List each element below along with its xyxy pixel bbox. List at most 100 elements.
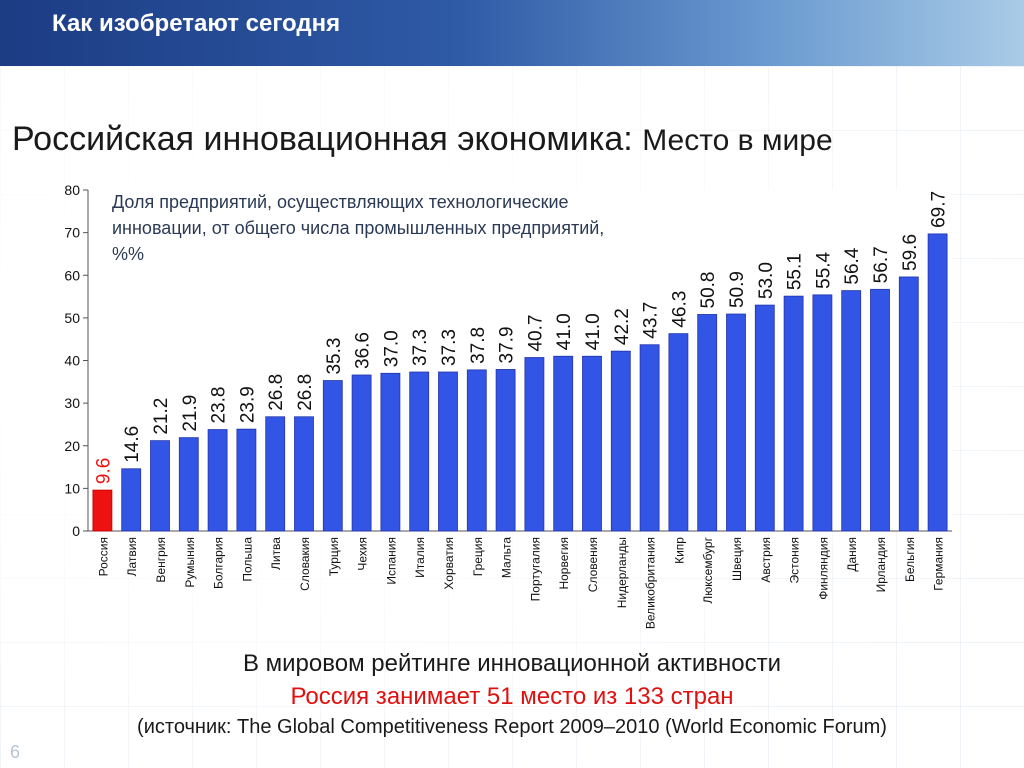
bar-value-label: 41.0 [554, 313, 575, 350]
bar [754, 304, 775, 532]
category-label: Кипр [672, 537, 686, 564]
footer-line-1: В мировом рейтинге инновационной активно… [242, 650, 782, 677]
category-label: Люксембург [701, 536, 715, 603]
bar-value-label: 43.7 [641, 302, 662, 339]
bar [207, 429, 228, 532]
bar [409, 371, 430, 532]
slide-number: 6 [10, 742, 21, 762]
bar [351, 374, 372, 532]
category-label: Словакия [298, 537, 312, 591]
category-label: Финляндия [816, 537, 830, 600]
bar-value-label: 55.4 [813, 251, 834, 288]
y-tick-label: 60 [64, 267, 80, 283]
category-label: Болгария [212, 537, 226, 589]
bar [639, 344, 660, 532]
bar [92, 489, 113, 532]
bar [697, 314, 718, 532]
footer-line-2: Россия занимает 51 место из 133 стран [290, 683, 734, 710]
category-label: Словения [586, 537, 600, 592]
bar [927, 233, 948, 532]
bar [178, 437, 199, 532]
bar-value-label: 9.6 [93, 458, 114, 484]
category-label: Бельгия [903, 537, 917, 582]
bar-value-label: 40.7 [525, 315, 546, 352]
category-label: Швеция [730, 537, 744, 581]
bar [553, 355, 574, 532]
category-label: Греция [471, 537, 485, 576]
category-label: Эстония [788, 537, 802, 584]
bar [898, 276, 919, 532]
bar-value-label: 35.3 [324, 338, 345, 375]
bar-value-label: 37.9 [497, 326, 518, 363]
bar [380, 372, 401, 532]
category-label: Чехия [356, 537, 370, 571]
category-label: Норвегия [557, 537, 571, 590]
slide-header: Как изобретают сегодня [0, 0, 1024, 66]
bar [783, 295, 804, 532]
category-label: Венгрия [154, 537, 168, 583]
bar [236, 428, 257, 532]
bar-value-label: 37.3 [410, 329, 431, 366]
bar-value-label: 37.3 [439, 329, 460, 366]
category-label: Нидерланды [615, 537, 629, 608]
header-title: Как изобретают сегодня [52, 10, 341, 37]
category-label: Латвия [125, 537, 139, 576]
y-tick-label: 30 [64, 395, 80, 411]
bar-value-label: 14.6 [122, 426, 143, 463]
bar-value-label: 26.8 [295, 374, 316, 411]
bar [265, 416, 286, 532]
bar [438, 371, 458, 532]
bar-value-label: 37.8 [468, 327, 489, 364]
bar [668, 333, 689, 532]
category-label: Румыния [183, 537, 197, 588]
category-label: Литва [269, 537, 283, 570]
bar-value-label: 36.6 [353, 332, 374, 369]
bar [726, 313, 746, 532]
bar-value-label: 42.2 [612, 308, 633, 345]
bar [294, 416, 314, 532]
category-label: Австрия [759, 537, 773, 583]
bar-value-label: 53.0 [756, 262, 777, 299]
y-tick-label: 70 [64, 225, 80, 241]
bar-value-label: 23.9 [237, 386, 258, 423]
bar-value-label: 55.1 [785, 253, 806, 290]
y-tick-label: 80 [64, 182, 80, 198]
bar-value-label: 56.4 [842, 247, 863, 284]
bar-value-label: 21.9 [180, 395, 201, 432]
y-tick-label: 50 [64, 310, 80, 326]
bar-value-label: 59.6 [900, 234, 921, 271]
slide-title: Российская инновационная экономика: Мест… [12, 120, 833, 159]
bar-value-label: 41.0 [583, 313, 604, 350]
category-label: Россия [96, 537, 110, 576]
bar-value-label: 50.8 [698, 271, 719, 308]
bar-value-label: 23.8 [209, 387, 230, 424]
category-label: Великобритания [644, 537, 658, 629]
category-label: Германия [932, 537, 946, 591]
category-label: Мальта [500, 537, 514, 578]
bar [495, 369, 516, 532]
slide-title-sub: Место в мире [642, 124, 833, 157]
category-label: Хорватия [442, 537, 456, 590]
category-label: Польша [240, 537, 254, 582]
plot-area [88, 190, 952, 531]
bar [841, 290, 862, 532]
bar-value-label: 56.7 [871, 246, 892, 283]
bar-value-label: 50.9 [727, 271, 748, 308]
bar [582, 355, 602, 532]
category-label: Италия [413, 537, 427, 578]
category-label: Турция [327, 537, 341, 576]
bar-value-label: 46.3 [669, 291, 690, 328]
bar [322, 380, 343, 532]
category-label: Ирландия [874, 537, 888, 592]
bar-value-label: 37.0 [381, 330, 402, 367]
bar [121, 468, 142, 532]
bar-value-label: 69.7 [929, 191, 950, 228]
bar [524, 357, 545, 532]
footer-source: (источник: The Global Competitiveness Re… [137, 716, 887, 738]
bar-value-label: 26.8 [266, 374, 287, 411]
bar [812, 294, 833, 532]
bar [466, 369, 487, 532]
category-label: Дания [845, 537, 859, 572]
y-tick-label: 0 [72, 523, 80, 539]
